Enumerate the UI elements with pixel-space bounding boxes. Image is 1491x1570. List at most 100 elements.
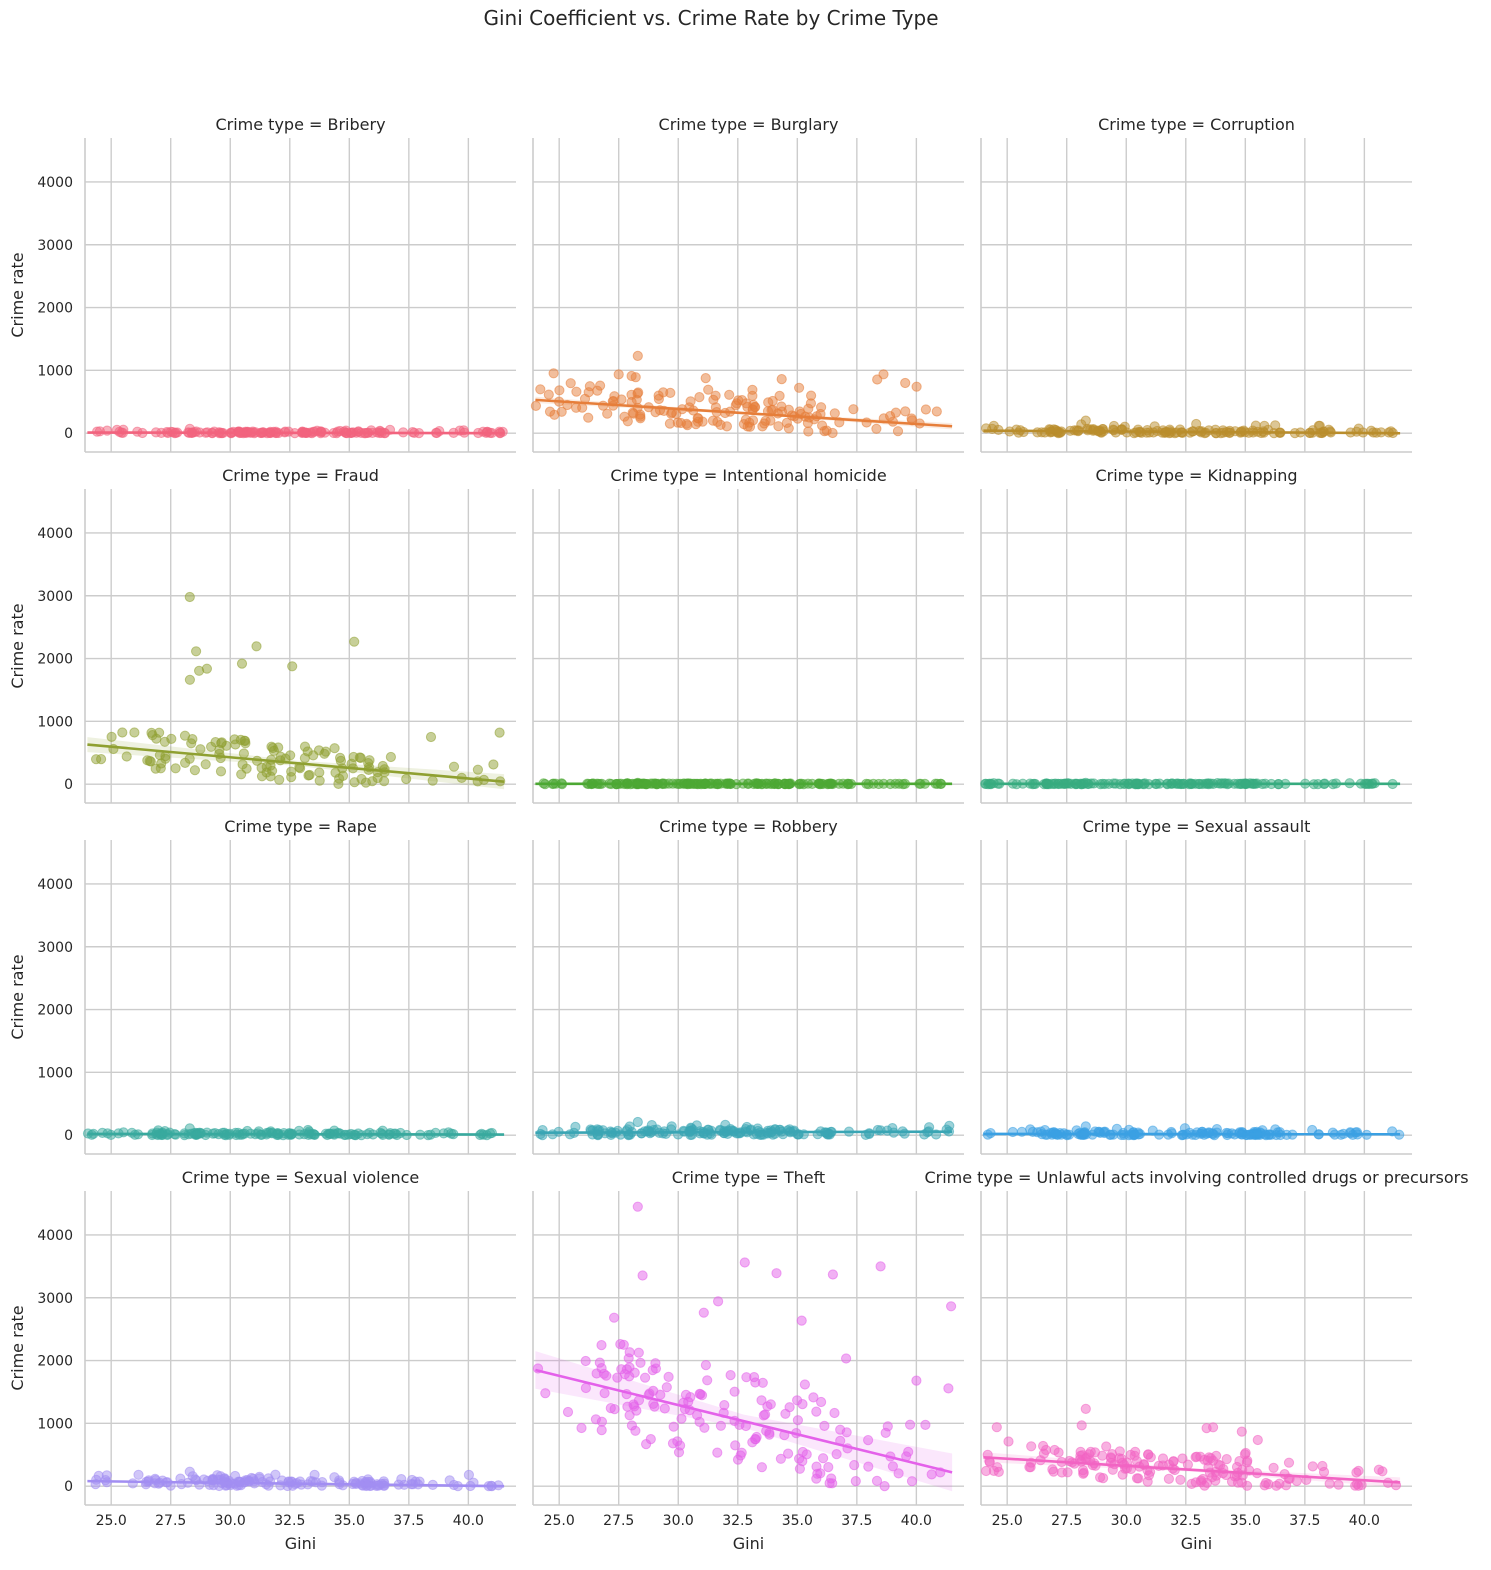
data-point — [682, 420, 693, 431]
data-point — [425, 731, 437, 743]
data-point — [237, 759, 248, 770]
data-point — [622, 416, 633, 427]
data-point — [164, 1127, 175, 1138]
data-point — [1202, 1455, 1213, 1466]
facet-panel: Crime type = Sexual violence 0 1000 2000 300… — [8, 1168, 516, 1553]
data-point — [189, 765, 200, 776]
data-point — [628, 1399, 639, 1410]
data-point — [596, 1340, 607, 1351]
y-tick-label: 4000 — [37, 175, 73, 191]
data-point — [827, 427, 838, 439]
data-point — [725, 1370, 736, 1381]
data-point — [427, 775, 438, 786]
data-point — [1077, 1465, 1089, 1476]
data-point — [675, 1440, 686, 1451]
data-point — [676, 1413, 687, 1424]
y-axis-label: Crime rate — [8, 252, 27, 337]
y-tick-label: 0 — [64, 1128, 73, 1144]
data-point — [624, 1347, 635, 1358]
data-point — [640, 1372, 651, 1383]
data-point — [106, 731, 117, 743]
data-point — [863, 1435, 874, 1446]
data-point — [329, 743, 340, 754]
data-point — [724, 389, 735, 400]
data-point — [906, 1476, 918, 1487]
data-point — [1003, 1436, 1014, 1447]
data-point — [96, 754, 107, 765]
data-point — [694, 1416, 705, 1428]
data-point — [624, 1121, 635, 1132]
data-point — [1080, 415, 1091, 426]
facet-panel: Crime type = Unlawful acts involving con… — [924, 1168, 1468, 1553]
data-point — [700, 1360, 712, 1371]
data-point — [878, 369, 889, 380]
data-point — [756, 1395, 767, 1406]
data-point — [1062, 1467, 1073, 1478]
regression-line — [983, 429, 1401, 435]
data-point — [1283, 1457, 1295, 1468]
y-tick-label: 0 — [64, 1479, 73, 1495]
data-point — [756, 1462, 768, 1473]
data-point — [1291, 1475, 1302, 1487]
data-point — [1026, 1441, 1037, 1452]
data-point — [794, 382, 805, 393]
data-point — [815, 1468, 826, 1479]
data-point — [210, 737, 221, 748]
data-point — [703, 384, 714, 395]
regression-line — [535, 398, 953, 428]
data-point — [599, 1388, 610, 1399]
data-point — [784, 1402, 795, 1413]
data-point — [741, 398, 752, 409]
data-point — [816, 402, 827, 413]
data-point — [848, 404, 859, 415]
data-point — [616, 394, 627, 405]
data-point — [1116, 1453, 1127, 1464]
data-point — [609, 1312, 620, 1323]
data-point — [236, 658, 248, 669]
data-point — [702, 1375, 713, 1386]
data-point — [355, 752, 366, 764]
data-point — [715, 1420, 727, 1431]
data-point — [142, 755, 153, 766]
data-point — [286, 772, 297, 783]
facet-panel: Crime type = Burglary — [530, 115, 964, 453]
data-point — [1038, 1448, 1050, 1459]
data-point — [903, 1446, 914, 1458]
regression-line — [87, 431, 505, 435]
y-tick-label: 1000 — [37, 1065, 73, 1081]
data-point — [1080, 1121, 1091, 1132]
y-axis-label: Crime rate — [8, 1305, 27, 1390]
x-tick-label: 37.5 — [841, 1513, 872, 1529]
data-point — [472, 764, 483, 775]
data-point — [648, 1385, 659, 1397]
x-axis-label: Gini — [285, 1534, 316, 1553]
data-point — [926, 1469, 937, 1480]
x-tick-label: 25.0 — [96, 1513, 127, 1529]
x-tick-label: 37.5 — [393, 1513, 424, 1529]
data-point — [1259, 420, 1270, 431]
data-point — [803, 426, 814, 437]
data-point — [924, 1122, 935, 1133]
data-point — [583, 387, 594, 398]
data-point — [565, 378, 576, 389]
data-point — [764, 1427, 775, 1439]
data-point — [763, 397, 774, 408]
data-point — [694, 392, 705, 403]
data-point — [554, 385, 565, 396]
data-point — [712, 1447, 723, 1458]
chart-title: Gini Coefficient vs. Crime Rate by Crime… — [483, 6, 938, 30]
data-point — [633, 1347, 644, 1358]
y-tick-label: 4000 — [37, 526, 73, 542]
data-point — [797, 1399, 808, 1410]
regression-line — [535, 1368, 953, 1474]
data-point — [1108, 424, 1119, 435]
data-point — [887, 1461, 899, 1472]
data-point — [463, 1469, 474, 1481]
data-point — [556, 406, 567, 417]
y-tick-label: 2000 — [37, 301, 73, 317]
data-point — [221, 740, 232, 751]
facet-title: Crime type = Bribery — [215, 115, 385, 134]
data-point — [794, 1463, 806, 1474]
data-point — [615, 1339, 626, 1350]
data-point — [988, 420, 999, 431]
